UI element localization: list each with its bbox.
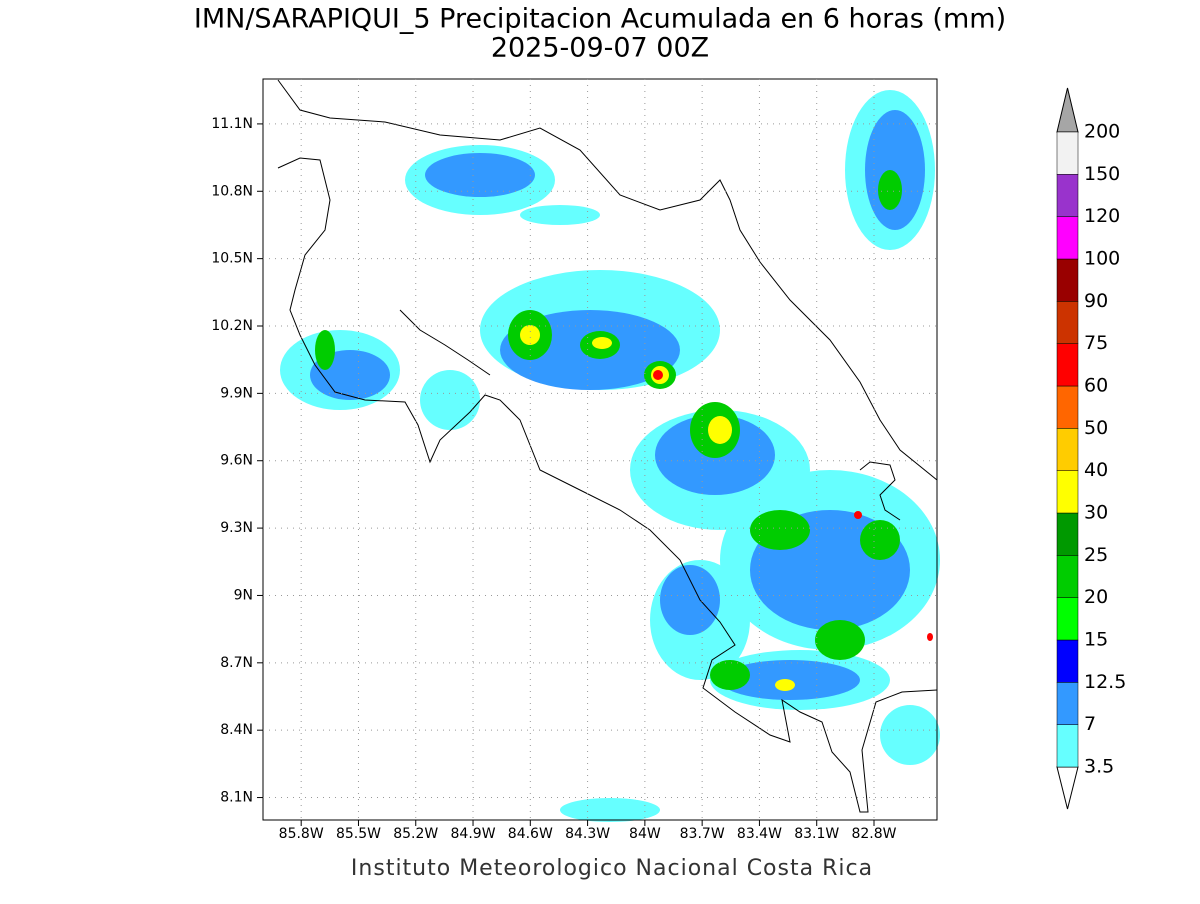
colorbar-segment (1056, 724, 1079, 768)
x-tick-label: 84.6W (508, 826, 553, 842)
y-tick-label: 9.3N (220, 520, 253, 536)
x-tick-label: 85.2W (393, 826, 438, 842)
colorbar-label: 75 (1084, 332, 1108, 354)
colorbar-label: 90 (1084, 290, 1108, 312)
colorbar-label: 20 (1084, 586, 1108, 608)
subtitle: 2025-09-07 00Z (491, 33, 709, 64)
colorbar-label: 120 (1084, 205, 1120, 227)
y-tick-label: 11.1N (211, 116, 253, 132)
y-tick-label: 10.5N (211, 251, 253, 267)
x-tick-label: 85.8W (279, 826, 324, 842)
y-tick-label: 9N (234, 587, 253, 603)
footer: Instituto Meteorologico Nacional Costa R… (351, 856, 873, 881)
x-tick-label: 83.1W (794, 826, 839, 842)
colorbar-label: 200 (1084, 121, 1120, 143)
x-tick-label: 84.3W (565, 826, 610, 842)
colorbar-segment (1056, 174, 1079, 217)
colorbar-label: 150 (1084, 163, 1120, 185)
colorbar-segment (1056, 512, 1079, 556)
colorbar-segment (1056, 131, 1079, 175)
colorbar-segment (1056, 597, 1079, 641)
colorbar-segment (1056, 385, 1079, 429)
x-tick-label: 82.8W (851, 826, 896, 842)
colorbar-label: 15 (1084, 629, 1108, 651)
colorbar-label: 100 (1084, 248, 1120, 270)
colorbar-segment (1056, 555, 1079, 598)
precipitation-field (280, 90, 940, 822)
y-tick-label: 8.7N (220, 655, 253, 671)
coastlines (277, 79, 938, 813)
title: IMN/SARAPIQUI_5 Precipitacion Acumulada … (194, 4, 1006, 35)
colorbar-label: 60 (1084, 375, 1108, 397)
colorbar-over (1056, 87, 1079, 133)
y-tick-label: 9.9N (220, 385, 253, 401)
colorbar-label: 30 (1084, 502, 1108, 524)
colorbar-segment (1056, 216, 1079, 260)
colorbar-segment (1056, 428, 1079, 471)
x-tick-label: 83.4W (737, 826, 782, 842)
colorbar-label: 3.5 (1084, 756, 1114, 778)
colorbar-label: 12.5 (1084, 671, 1126, 693)
x-tick-label: 84W (629, 826, 661, 842)
map-frame (262, 78, 938, 821)
x-tick-label: 83.7W (680, 826, 725, 842)
colorbar-label: 50 (1084, 417, 1108, 439)
y-tick-label: 10.8N (211, 183, 253, 199)
colorbar-segment (1056, 301, 1079, 344)
y-tick-label: 8.1N (220, 790, 253, 806)
x-tick-label: 85.5W (336, 826, 381, 842)
colorbar-under (1056, 766, 1079, 810)
y-tick-label: 9.6N (220, 453, 253, 469)
colorbar-segment (1056, 639, 1079, 683)
y-tick-label: 8.4N (220, 722, 253, 738)
colorbar-segment (1056, 343, 1079, 387)
colorbar-segment (1056, 682, 1079, 725)
colorbar-segment (1056, 470, 1079, 514)
colorbar-label: 40 (1084, 459, 1108, 481)
y-tick-label: 10.2N (211, 318, 253, 334)
colorbar-label: 25 (1084, 544, 1108, 566)
colorbar-segment (1056, 258, 1079, 302)
x-tick-label: 84.9W (451, 826, 496, 842)
colorbar-label: 7 (1084, 713, 1096, 735)
